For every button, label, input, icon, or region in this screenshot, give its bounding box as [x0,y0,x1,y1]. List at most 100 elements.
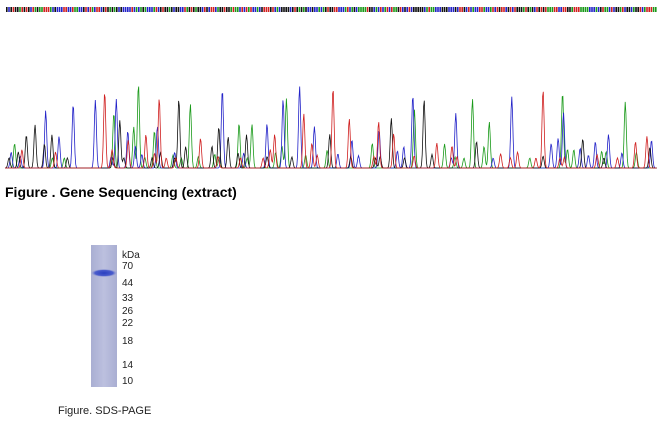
marker-label: 18 [122,336,134,347]
sequence-glyph [6,7,8,12]
sequence-glyph [494,7,496,12]
sequence-glyph [109,7,111,12]
sequence-glyph [386,7,389,12]
sequence-glyph [303,7,305,12]
sequence-glyph [248,7,250,12]
sequence-glyph [516,7,518,12]
marker-label: 22 [122,318,134,329]
sequence-glyph [19,7,21,12]
sequence-glyph [193,7,195,12]
sequence-glyph [83,7,85,12]
sequence-glyph [188,7,191,12]
sequence-glyph [274,7,276,12]
sequence-glyph [166,7,169,12]
sequence-glyph [619,7,622,12]
sequence-glyph [650,7,653,12]
sequence-glyph [553,7,556,12]
sequence-glyph [446,7,448,12]
sequence-glyph [252,7,254,12]
sequence-glyph [441,7,444,12]
sequence-glyph [644,7,646,12]
sequence-glyph [496,7,499,12]
sequence-glyph [333,7,336,12]
sequence-glyph [556,7,558,12]
sequence-glyph [239,7,241,12]
gel-unit: kDa [122,250,140,261]
sequence-glyph [146,7,149,12]
sequence-glyph [267,7,270,12]
sequence-glyph [633,7,635,12]
sequence-glyph [272,7,274,12]
sequence-glyph [111,7,114,12]
sequence-glyph [21,7,23,12]
sequence-glyph [212,7,215,12]
sequence-glyph [410,7,413,12]
sequence-glyph [534,7,536,12]
sequence-glyph [468,7,470,12]
sequence-glyph [116,7,118,12]
sequence-glyph [94,7,96,12]
sequence-glyph [551,7,554,12]
sequence-glyph [259,7,261,12]
sequence-glyph [298,7,301,12]
sequence-glyph [195,7,197,12]
sequence-glyph [615,7,617,12]
sequence-glyph [204,7,206,12]
sequence-glyph [355,7,358,12]
sequence-glyph [311,7,314,12]
sequence-glyph [162,7,164,12]
sequence-glyph [300,7,303,12]
sequence-glyph [80,7,83,12]
sequence-glyph [171,7,173,12]
sequence-glyph [155,7,158,12]
sequence-glyph [545,7,547,12]
sequence-glyph [558,7,560,12]
sequence-glyph [498,7,501,12]
sequence-glyph [39,7,41,12]
sequence-glyph [153,7,155,12]
sequence-glyph [56,7,59,12]
sequence-glyph [305,7,307,12]
sequence-glyph [76,7,78,12]
sequence-glyph [562,7,565,12]
sequence-glyph [221,7,224,12]
sequence-glyph [241,7,243,12]
marker-label: 44 [122,278,134,289]
sequence-glyph [208,7,210,12]
sequence-glyph [406,7,408,12]
sequence-glyph [283,7,285,12]
sequence-glyph [149,7,151,12]
sequence-glyph [87,7,89,12]
sequence-glyph [483,7,485,12]
sequence-glyph [487,7,490,12]
sequence-glyph [294,7,296,12]
sequence-glyph [157,7,160,12]
sequence-glyph [481,7,483,12]
sequence-glyph [408,7,411,12]
sequence-glyph [589,7,591,12]
sequence-glyph [395,7,397,12]
sequence-glyph [501,7,503,12]
sequence-glyph [325,7,327,12]
sequence-glyph [586,7,589,12]
sequence-glyph [281,7,283,12]
sequence-glyph [43,7,45,12]
sequence-glyph [10,7,12,12]
sequence-glyph [190,7,193,12]
sequence-glyph [102,7,105,12]
sequence-glyph [296,7,298,12]
sequence-glyph [41,7,43,12]
sequence-glyph [250,7,252,12]
sequence-glyph [292,7,294,12]
sequence-glyph [199,7,202,12]
sequence-glyph [402,7,404,12]
sequence-glyph [505,7,507,12]
sequence-glyph [575,7,578,12]
sequence-glyph [384,7,386,12]
sequence-glyph [377,7,380,12]
sequence-glyph [344,7,347,12]
sequence-glyph [217,7,219,12]
sequence-glyph [580,7,582,12]
sequence-glyph [503,7,505,12]
sequence-glyph [61,7,63,12]
